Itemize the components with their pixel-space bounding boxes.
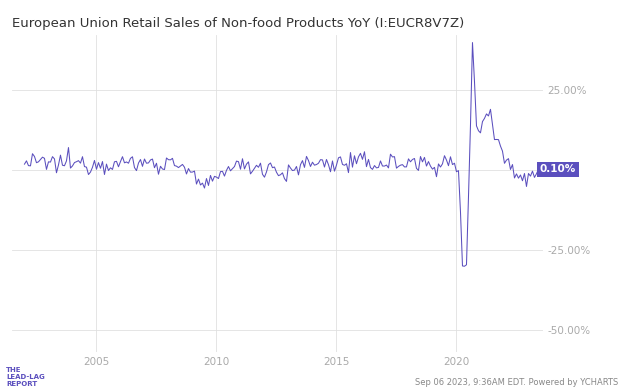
Text: European Union Retail Sales of Non-food Products YoY (I:EUCR8V7Z): European Union Retail Sales of Non-food … bbox=[12, 17, 465, 30]
Text: THE
LEAD-LAG
REPORT: THE LEAD-LAG REPORT bbox=[6, 367, 45, 387]
Text: Sep 06 2023, 9:36AM EDT. Powered by YCHARTS: Sep 06 2023, 9:36AM EDT. Powered by YCHA… bbox=[414, 378, 618, 387]
Text: 0.10%: 0.10% bbox=[540, 164, 576, 174]
